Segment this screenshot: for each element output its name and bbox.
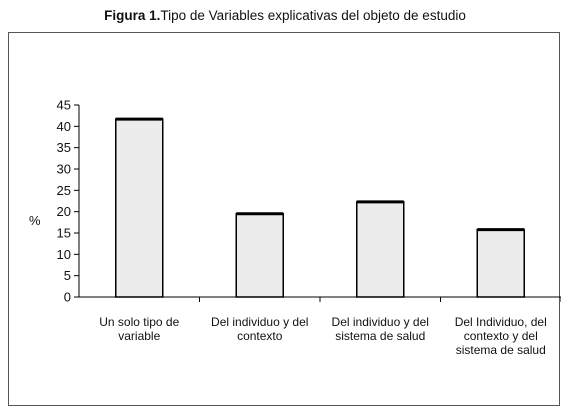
figure-title: Tipo de Variables explicativas del objet… [160,8,466,23]
bar [115,118,164,298]
y-tick-label: 25 [57,183,71,198]
x-category-label: Un solo tipo de variable [99,315,180,343]
bar-chart: 0 5 10 15 20 25 30 35 40 45% [29,98,561,305]
bar [235,213,284,298]
y-tick-label: 10 [57,247,71,262]
bar [356,201,405,298]
figure-number: Figura 1. [104,8,161,23]
x-category-label: Del individuo y del sistema de salud [331,315,429,343]
y-tick-label: 0 [64,290,71,305]
y-tick-label: 45 [57,98,71,113]
y-tick-label: 15 [57,226,71,241]
y-tick-label: 30 [57,162,71,177]
y-tick-label: 20 [57,204,71,219]
y-tick-label: 40 [57,119,71,134]
y-tick-label: 5 [64,268,71,283]
figure-caption: Figura 1.Tipo de Variables explicativas … [0,8,570,23]
y-tick-label: 35 [57,140,71,155]
y-axis-label: % [29,213,41,228]
bar [476,228,525,298]
x-category-label: Del Individuo, del contexto y del sistem… [454,315,547,357]
x-category-label: Del individuo y del contexto [211,315,309,343]
chart-frame: 0 5 10 15 20 25 30 35 40 45% Un solo tipo de vari… [8,32,561,406]
